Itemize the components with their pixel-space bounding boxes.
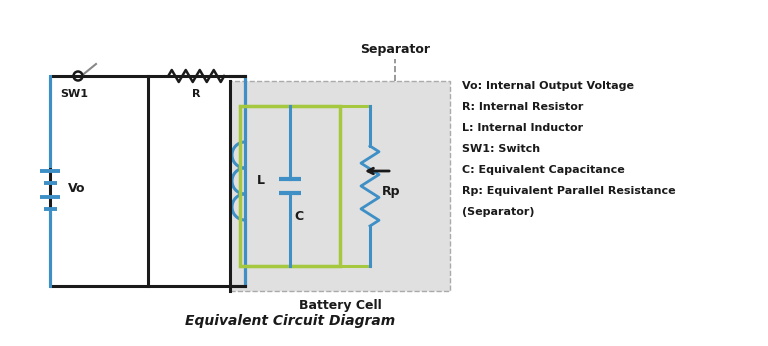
Text: C: C: [294, 209, 303, 222]
Text: R: R: [192, 89, 200, 99]
Text: SW1: SW1: [60, 89, 88, 99]
Text: Vo: Vo: [68, 182, 85, 195]
Text: (Separator): (Separator): [462, 207, 535, 217]
Text: Rp: Rp: [382, 184, 400, 198]
Text: Separator: Separator: [360, 43, 430, 56]
Text: R: Internal Resistor: R: Internal Resistor: [462, 102, 584, 112]
Text: SW1: Switch: SW1: Switch: [462, 144, 540, 154]
Text: Equivalent Circuit Diagram: Equivalent Circuit Diagram: [185, 314, 395, 328]
Text: Rp: Equivalent Parallel Resistance: Rp: Equivalent Parallel Resistance: [462, 186, 676, 196]
Text: L: L: [257, 174, 265, 188]
Text: Vo: Internal Output Voltage: Vo: Internal Output Voltage: [462, 81, 634, 91]
Text: Battery Cell: Battery Cell: [299, 299, 382, 312]
Text: L: Internal Inductor: L: Internal Inductor: [462, 123, 583, 133]
Bar: [240, 106, 340, 266]
Bar: [230, 81, 450, 291]
Text: C: Equivalent Capacitance: C: Equivalent Capacitance: [462, 165, 624, 175]
